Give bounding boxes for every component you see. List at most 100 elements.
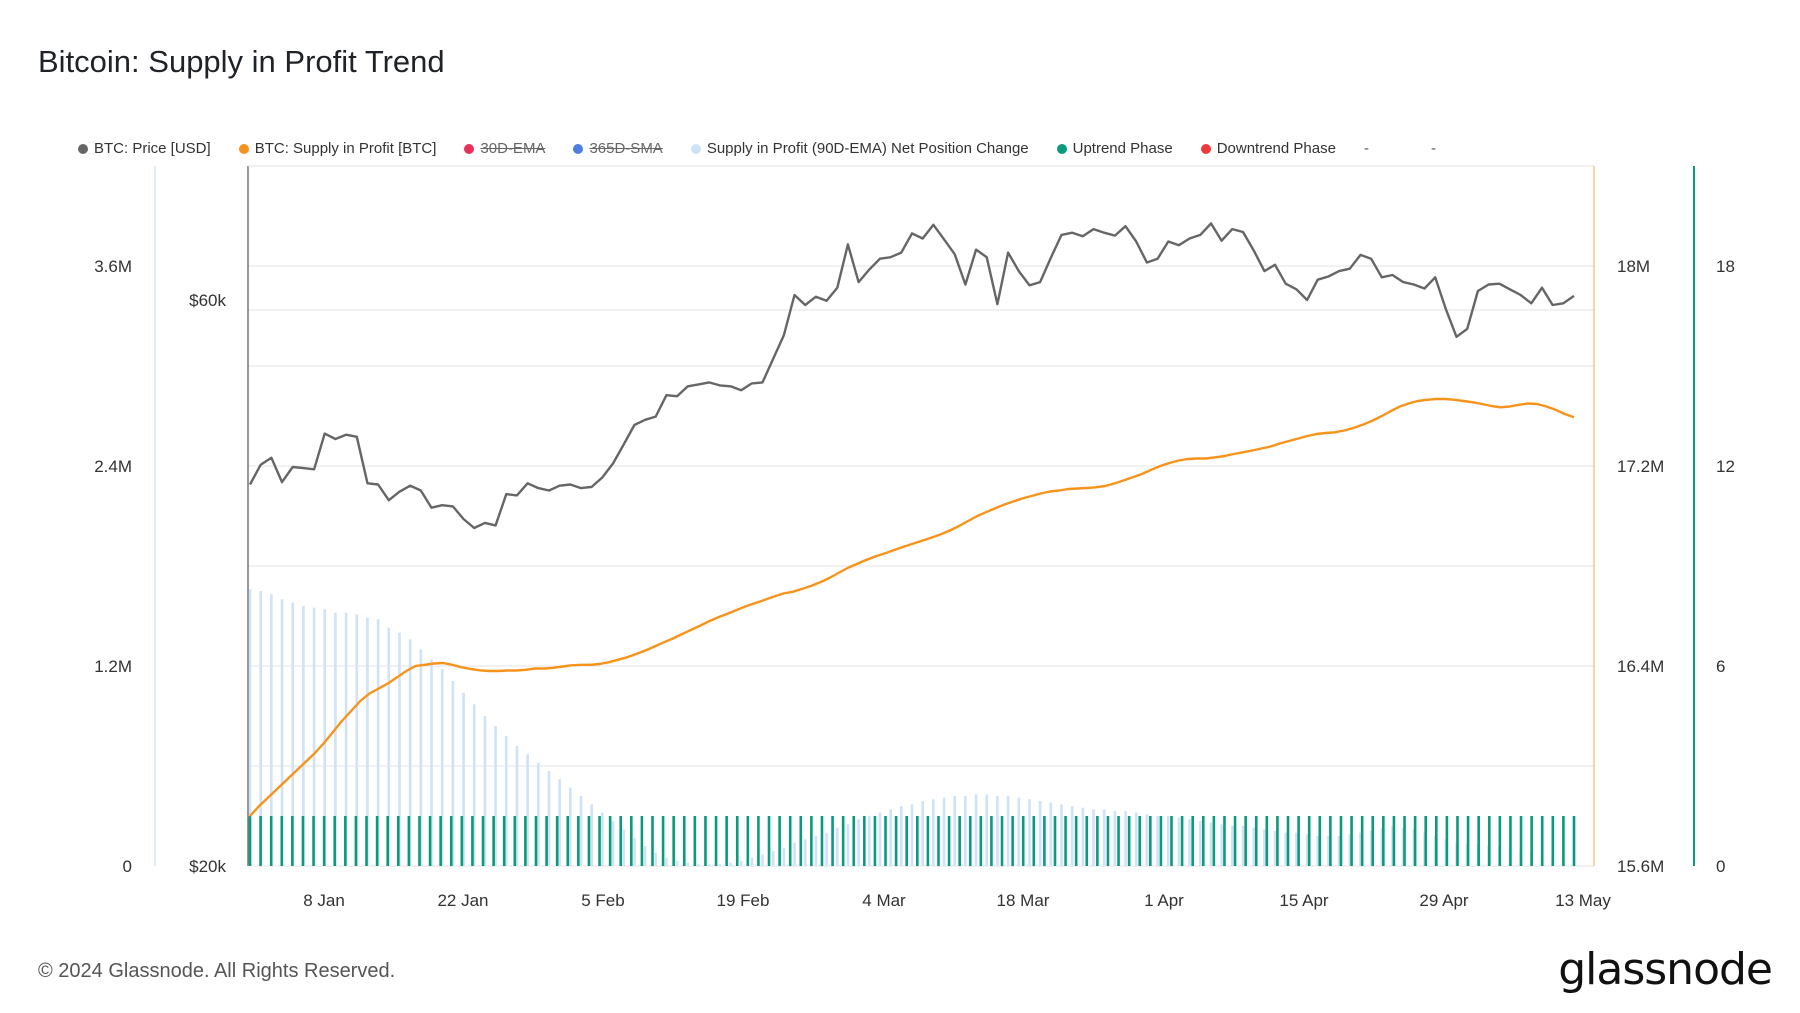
legend-extra[interactable]: - bbox=[1363, 140, 1369, 157]
net-position-bar bbox=[942, 797, 946, 866]
net-position-bar bbox=[302, 606, 305, 866]
net-position-bar bbox=[547, 771, 551, 866]
net-position-bar bbox=[1017, 797, 1021, 866]
uptrend-phase-bar bbox=[968, 816, 972, 866]
legend-dot-icon bbox=[1056, 143, 1067, 154]
uptrend-phase-bar bbox=[704, 816, 707, 866]
uptrend-phase-bar bbox=[1540, 816, 1544, 866]
uptrend-phase-bar bbox=[396, 816, 400, 866]
net-position-bar bbox=[1070, 806, 1074, 866]
uptrend-phase-bar bbox=[884, 816, 887, 866]
uptrend-phase-bar bbox=[926, 816, 930, 866]
tick-label-phase: 0 bbox=[1716, 857, 1725, 876]
net-position-bar bbox=[964, 796, 967, 866]
legend-extra[interactable]: - bbox=[1430, 140, 1436, 157]
uptrend-phase-bar bbox=[958, 816, 961, 866]
uptrend-phase-bar bbox=[502, 816, 506, 866]
legend-item-365d-sma[interactable]: 365D-SMA bbox=[573, 140, 663, 157]
uptrend-phase-bar bbox=[1392, 816, 1396, 866]
legend-label: 365D-SMA bbox=[589, 140, 663, 157]
net-position-bar bbox=[558, 779, 561, 866]
uptrend-phase-bar bbox=[852, 816, 856, 866]
legend-item-btc-price[interactable]: BTC: Price [USD] bbox=[78, 140, 211, 157]
uptrend-phase-bar bbox=[1509, 816, 1512, 866]
legend-dot-icon bbox=[573, 143, 584, 154]
uptrend-phase-bar bbox=[863, 816, 866, 866]
net-position-bar bbox=[1209, 822, 1213, 866]
uptrend-phase-bar bbox=[1180, 816, 1184, 866]
net-position-bar bbox=[451, 681, 455, 866]
uptrend-phase-bar bbox=[1011, 816, 1014, 866]
net-position-bar bbox=[1391, 826, 1394, 866]
net-position-bar bbox=[654, 852, 658, 866]
glassnode-logo: glassnode bbox=[1558, 944, 1773, 995]
legend-dot-icon bbox=[464, 143, 475, 154]
uptrend-phase-bar bbox=[915, 816, 919, 866]
uptrend-phase-bar bbox=[1530, 816, 1533, 866]
net-position-bar bbox=[376, 619, 380, 866]
uptrend-phase-bar bbox=[1477, 816, 1480, 866]
net-position-bar bbox=[782, 847, 786, 866]
uptrend-phase-bar bbox=[1254, 816, 1258, 866]
net-position-bar bbox=[932, 799, 935, 866]
uptrend-phase-bar bbox=[778, 816, 781, 866]
legend-item-supply-in-profit[interactable]: BTC: Supply in Profit [BTC] bbox=[238, 140, 436, 157]
uptrend-phase-bar bbox=[619, 816, 623, 866]
uptrend-phase-bar bbox=[947, 816, 951, 866]
uptrend-phase-bar bbox=[375, 816, 379, 866]
uptrend-phase-bar bbox=[1339, 816, 1343, 866]
uptrend-phase-bar bbox=[1456, 816, 1459, 866]
legend-label: Downtrend Phase bbox=[1216, 140, 1336, 157]
uptrend-phase-bar bbox=[820, 816, 824, 866]
net-position-bar bbox=[1102, 809, 1106, 866]
net-position-bar bbox=[1220, 824, 1223, 866]
net-position-bar bbox=[1188, 819, 1191, 866]
net-position-bar bbox=[1305, 834, 1309, 866]
uptrend-phase-bar bbox=[1413, 816, 1417, 866]
net-position-bar bbox=[494, 726, 497, 866]
tick-label-net-position-change: 3.6M bbox=[94, 257, 132, 276]
uptrend-phase-bar bbox=[365, 816, 368, 866]
net-position-bar bbox=[697, 864, 700, 866]
legend-item-downtrend-phase[interactable]: Downtrend Phase bbox=[1200, 140, 1336, 157]
net-position-bar bbox=[1092, 809, 1095, 866]
uptrend-phase-bar bbox=[788, 816, 792, 866]
net-position-bar bbox=[910, 804, 914, 866]
legend-item-net-position-change[interactable]: Supply in Profit (90D-EMA) Net Position … bbox=[690, 140, 1029, 157]
uptrend-phase-bar bbox=[1106, 816, 1110, 866]
uptrend-phase-bar bbox=[280, 816, 284, 866]
tick-label-supply-in-profit: 16.4M bbox=[1617, 657, 1664, 676]
tick-label-x: 29 Apr bbox=[1419, 891, 1468, 910]
copyright-footer: © 2024 Glassnode. All Rights Reserved. bbox=[38, 960, 396, 982]
uptrend-phase-bar bbox=[259, 816, 262, 866]
net-position-bar bbox=[1263, 829, 1266, 866]
uptrend-phase-bar bbox=[344, 816, 347, 866]
legend-item-30d-ema[interactable]: 30D-EMA bbox=[464, 140, 545, 157]
net-position-bar bbox=[1380, 827, 1384, 866]
legend-label: 30D-EMA bbox=[480, 140, 546, 157]
uptrend-phase-bar bbox=[873, 816, 877, 866]
tick-label-x: 22 Jan bbox=[437, 891, 488, 910]
tick-label-net-position-change: 2.4M bbox=[94, 457, 132, 476]
legend-item-uptrend-phase[interactable]: Uptrend Phase bbox=[1056, 140, 1173, 157]
net-position-bar bbox=[814, 836, 818, 866]
uptrend-phase-bar bbox=[799, 816, 803, 866]
net-position-bar bbox=[900, 806, 903, 866]
uptrend-phase-bar bbox=[630, 816, 633, 866]
uptrend-phase-bar bbox=[577, 816, 580, 866]
uptrend-phase-bar bbox=[1276, 816, 1279, 866]
tick-label-net-position-change: 0 bbox=[123, 857, 132, 876]
net-position-bar bbox=[387, 627, 391, 866]
uptrend-phase-bar bbox=[1562, 816, 1565, 866]
uptrend-phase-bar bbox=[460, 816, 464, 866]
net-position-bar bbox=[974, 794, 978, 866]
uptrend-phase-bar bbox=[301, 816, 305, 866]
uptrend-phase-bar bbox=[513, 816, 517, 866]
net-position-bar bbox=[1316, 836, 1320, 866]
net-position-bar bbox=[280, 599, 284, 866]
uptrend-phase-bar bbox=[1371, 816, 1375, 866]
uptrend-phase-bar bbox=[757, 816, 760, 866]
net-position-bar bbox=[1401, 827, 1405, 866]
net-position-bar bbox=[579, 796, 583, 866]
net-position-bar bbox=[675, 861, 679, 866]
